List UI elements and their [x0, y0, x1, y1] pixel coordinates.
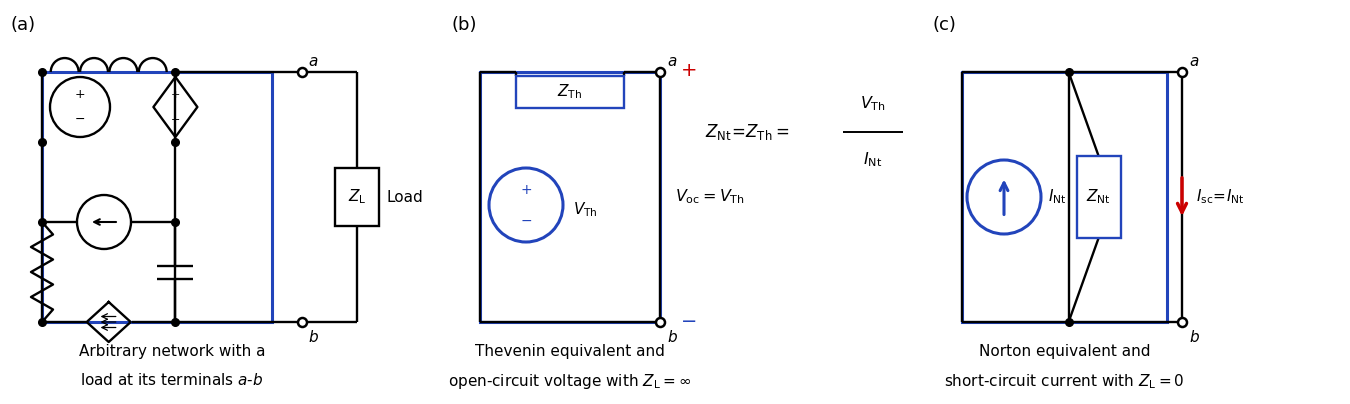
- Text: $b$: $b$: [1189, 329, 1200, 345]
- Text: load at its terminals $a$-$b$: load at its terminals $a$-$b$: [81, 372, 263, 388]
- Text: $I_{\mathrm{sc}}\!=\!I_{\mathrm{Nt}}$: $I_{\mathrm{sc}}\!=\!I_{\mathrm{Nt}}$: [1196, 187, 1245, 206]
- Text: +: +: [170, 90, 180, 100]
- Text: (c): (c): [931, 16, 956, 34]
- Text: $Z_{\mathrm{Nt}}$: $Z_{\mathrm{Nt}}$: [1087, 187, 1111, 206]
- Circle shape: [50, 77, 109, 137]
- Text: $V_{\mathrm{Th}}$: $V_{\mathrm{Th}}$: [572, 201, 598, 219]
- Bar: [335, 168, 379, 226]
- Text: $V_{\mathrm{oc}}=V_{\mathrm{Th}}$: $V_{\mathrm{oc}}=V_{\mathrm{Th}}$: [675, 187, 745, 206]
- Text: +: +: [520, 183, 532, 197]
- Bar: [1076, 156, 1120, 238]
- Circle shape: [77, 195, 131, 249]
- Text: −: −: [170, 115, 180, 125]
- Text: $Z_{\mathrm{Th}}$: $Z_{\mathrm{Th}}$: [558, 83, 583, 101]
- Text: $a$: $a$: [1189, 54, 1199, 69]
- Text: Thevenin equivalent and: Thevenin equivalent and: [475, 344, 666, 359]
- Text: (b): (b): [452, 16, 478, 34]
- Text: $a$: $a$: [308, 54, 319, 69]
- Bar: [481, 72, 660, 322]
- Text: $b$: $b$: [308, 329, 319, 345]
- Text: $Z_{\mathrm{Nt}}\!=\!Z_{\mathrm{Th}}=$: $Z_{\mathrm{Nt}}\!=\!Z_{\mathrm{Th}}=$: [705, 122, 790, 142]
- Text: $I_{\mathrm{Nt}}$: $I_{\mathrm{Nt}}$: [864, 151, 883, 169]
- Bar: [42, 72, 271, 322]
- Text: Norton equivalent and: Norton equivalent and: [979, 344, 1150, 359]
- Text: Arbitrary network with a: Arbitrary network with a: [78, 344, 265, 359]
- Text: $V_{\mathrm{Th}}$: $V_{\mathrm{Th}}$: [860, 95, 886, 114]
- Text: +: +: [74, 88, 85, 101]
- Text: $+$: $+$: [680, 61, 697, 80]
- Text: $-$: $-$: [680, 311, 697, 330]
- Text: $Z_{\mathrm{L}}$: $Z_{\mathrm{L}}$: [348, 187, 366, 206]
- Text: open-circuit voltage with $Z_{\mathrm{L}}=\infty$: open-circuit voltage with $Z_{\mathrm{L}…: [448, 372, 691, 391]
- Circle shape: [967, 160, 1041, 234]
- Bar: [516, 76, 624, 108]
- Text: $a$: $a$: [667, 54, 678, 69]
- Text: −: −: [520, 214, 532, 228]
- Text: short-circuit current with $Z_{\mathrm{L}}=0$: short-circuit current with $Z_{\mathrm{L…: [944, 372, 1185, 391]
- Text: $I_{\mathrm{Nt}}$: $I_{\mathrm{Nt}}$: [1048, 187, 1067, 206]
- Circle shape: [489, 168, 563, 242]
- Text: (a): (a): [9, 16, 35, 34]
- Bar: [963, 72, 1166, 322]
- Text: −: −: [74, 112, 85, 126]
- Text: $b$: $b$: [667, 329, 678, 345]
- Text: Load: Load: [387, 189, 424, 204]
